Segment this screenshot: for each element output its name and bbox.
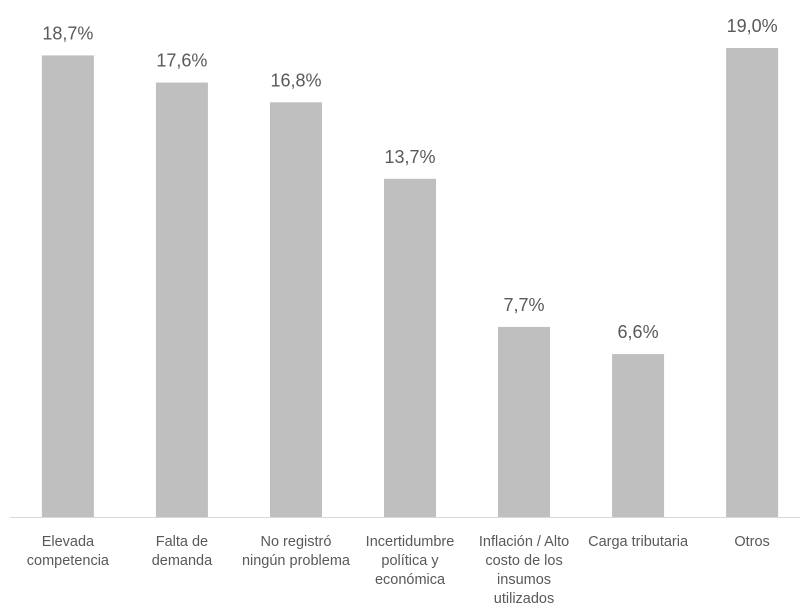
x-tick-label: Otros: [734, 534, 770, 550]
x-tick-label: Elevada competencia: [26, 534, 109, 569]
value-label: 19,0%: [727, 16, 778, 36]
bar: [498, 326, 551, 517]
bar: [384, 178, 436, 518]
value-label: 16,8%: [270, 70, 321, 90]
value-label: 6,6%: [618, 322, 659, 342]
value-label: 13,7%: [384, 147, 435, 167]
value-label: 7,7%: [504, 295, 545, 315]
bar: [41, 55, 94, 517]
x-tick-label: Incertidumbre política y económica: [365, 534, 455, 588]
bar: [155, 82, 208, 517]
value-label: 17,6%: [156, 51, 207, 71]
x-tick-label: Falta de demanda: [151, 534, 213, 569]
bar: [726, 48, 779, 517]
x-tick-label: Inflación / Alto costo de los insumos ut…: [478, 534, 570, 607]
bar: [269, 102, 322, 517]
x-tick-label: Carga tributaria: [588, 534, 689, 550]
x-tick-label: No registró ningún problema: [241, 534, 350, 569]
bar: [612, 354, 665, 517]
value-label: 18,7%: [42, 23, 93, 43]
